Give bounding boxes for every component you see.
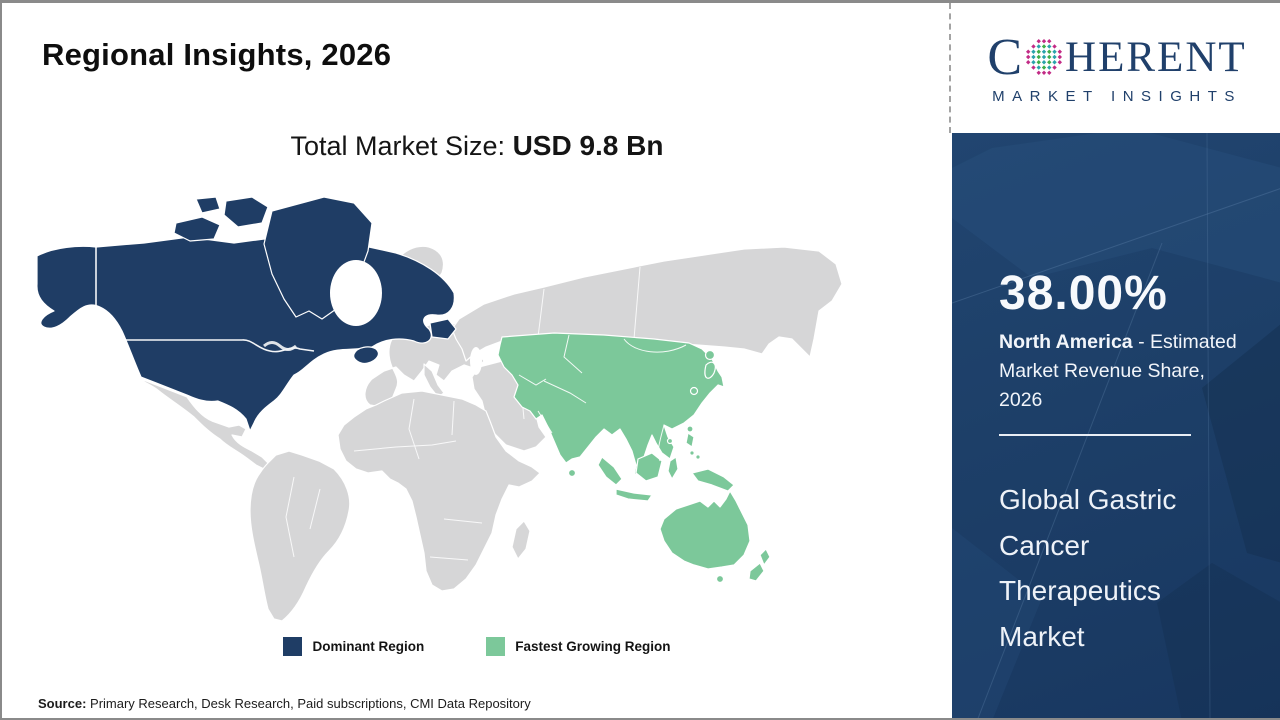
coherent-logo: C HERENT MARKET INSIGHTS [952,3,1280,133]
country-borders-gray [285,266,641,561]
revenue-share-region: North America [999,331,1133,353]
country-borders-north-america [95,247,315,353]
source-text: Primary Research, Desk Research, Paid su… [86,696,531,711]
stats-sidebar: 38.00% North America - Estimated Market … [952,133,1280,718]
dominant-region-swatch [283,637,303,656]
dashed-separator [949,3,951,133]
country-borders-asia [518,334,687,462]
page-title: Regional Insights, 2026 [42,37,392,72]
sidebar-content: 38.00% North America - Estimated Market … [999,133,1249,659]
total-market-size-label: Total Market Size: [290,131,513,161]
total-market-size: Total Market Size: USD 9.8 Bn [2,130,952,162]
revenue-share-value: 38.00% [999,267,1168,320]
hudson-bay [330,260,382,326]
sidebar-divider [999,434,1191,436]
caspian-sea [470,347,482,375]
source-line: Source: Primary Research, Desk Research,… [38,696,531,711]
fastest-growing-region-swatch [486,637,506,656]
logo-wordmark-rest: HERENT [1065,34,1247,81]
legend-item-fastest-growing: Fastest Growing Region [486,637,671,656]
map-legend: Dominant Region Fastest Growing Region [2,637,952,656]
sidebar-map-watermark [952,133,1280,718]
logo-wordmark: C HERENT [987,28,1247,86]
world-map [24,189,896,625]
legend-item-dominant: Dominant Region [283,637,424,656]
region-asia-pacific [497,332,771,584]
logo-letter-c: C [987,28,1023,86]
region-rest-of-world [140,245,843,622]
source-label: Source: [38,696,87,711]
revenue-share-desc-rest: - Estimated Market Revenue Share, 2026 [999,331,1237,411]
logo-subtitle: MARKET INSIGHTS [992,87,1242,105]
total-market-size-value: USD 9.8 Bn [512,130,664,161]
market-name: Global Gastric Cancer Therapeutics Marke… [999,484,1177,652]
dominant-region-label: Dominant Region [312,639,425,654]
globe-dots-icon [1024,37,1064,82]
fastest-growing-region-label: Fastest Growing Region [515,639,671,654]
revenue-share-description: North America - Estimated Market Revenue… [999,328,1251,415]
